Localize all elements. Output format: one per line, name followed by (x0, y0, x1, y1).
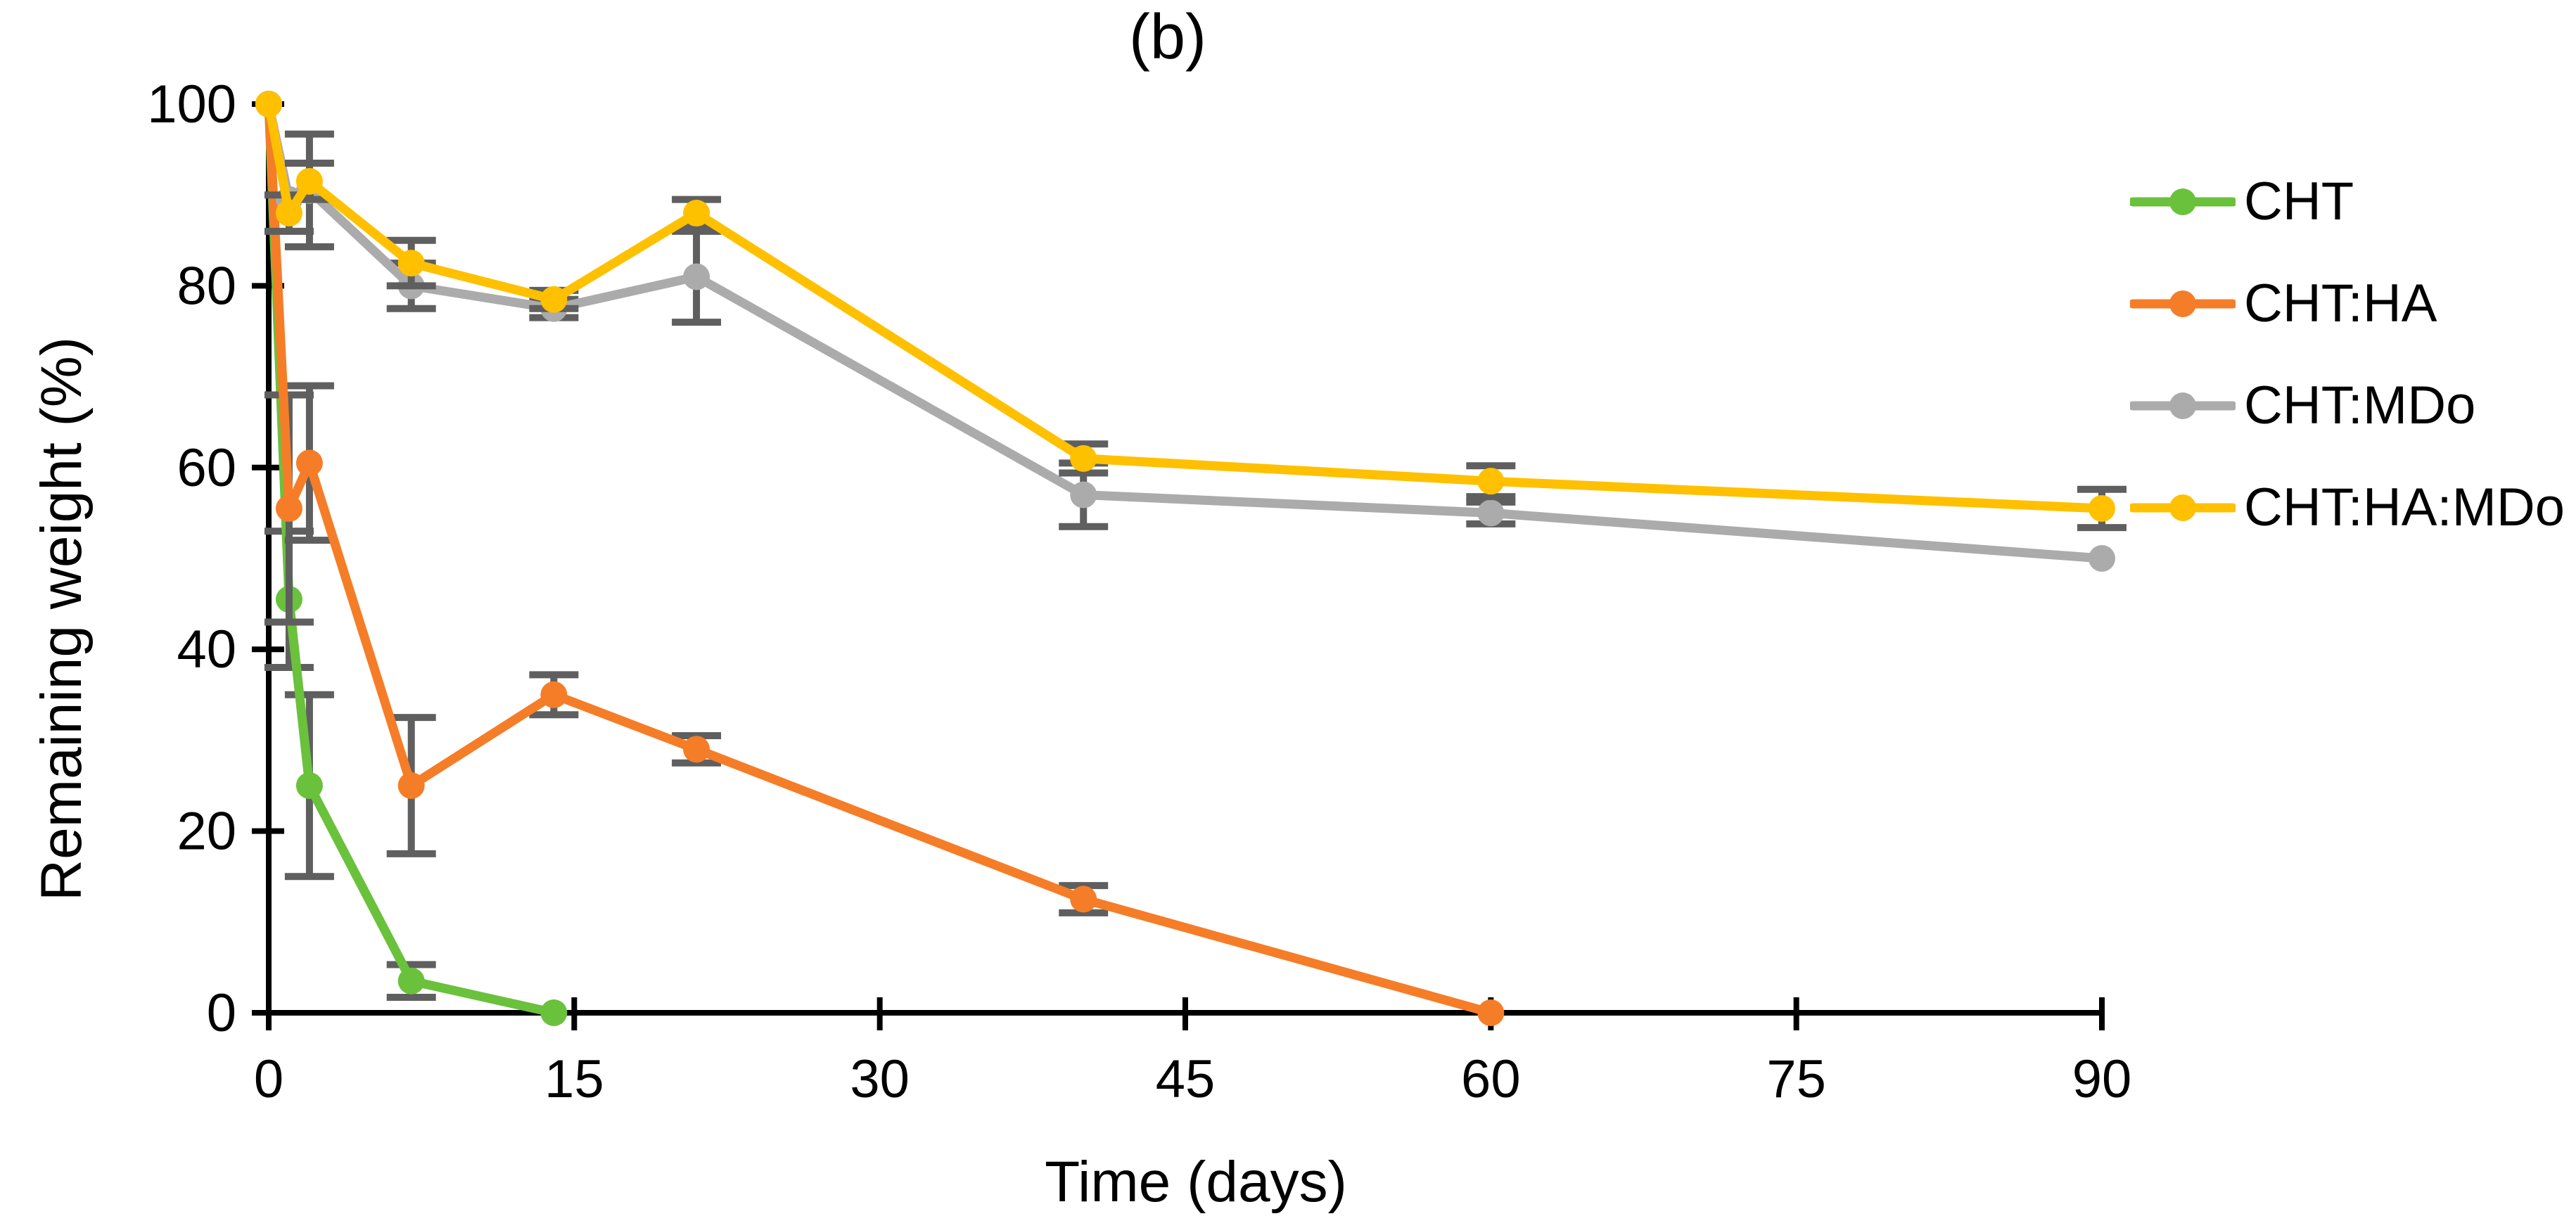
data-point-CHT:HA:MDo (2089, 494, 2115, 522)
data-point-CHT:HA:MDo (1070, 444, 1097, 472)
x-tick-label: 30 (850, 1049, 910, 1109)
legend-marker-icon (2130, 290, 2236, 317)
series-line-CHT:HA (264, 99, 1496, 1018)
legend-label-CHT:HA:MDo: CHT:HA:MDo (2244, 478, 2565, 537)
data-point-CHT:MDo (1070, 481, 1097, 509)
legend-label-CHT: CHT (2244, 172, 2354, 231)
data-point-CHT (295, 772, 323, 799)
y-tick-label: 40 (177, 620, 236, 679)
data-point-CHT:HA (397, 772, 425, 799)
data-point-CHT:HA:MDo (275, 200, 302, 227)
legend: CHT CHT:HA CHT:MDo CHT:HA:MDo (2130, 151, 2565, 558)
legend-item-CHT: CHT (2130, 151, 2565, 252)
x-tick-label: 75 (1766, 1049, 1826, 1109)
series-line-CHT:MDo (264, 99, 2107, 563)
data-point-CHT:HA:MDo (255, 91, 282, 117)
legend-marker-icon (2130, 188, 2236, 215)
y-tick-label: 60 (177, 438, 236, 498)
y-tick-label: 0 (207, 983, 236, 1043)
data-point-CHT:MDo (2089, 545, 2115, 572)
x-tick-label: 0 (254, 1049, 283, 1109)
data-point-CHT:HA:MDo (295, 167, 323, 195)
legend-marker-icon (2130, 494, 2236, 521)
data-point-CHT:HA:MDo (397, 250, 425, 277)
data-point-CHT:HA:MDo (1477, 468, 1505, 495)
y-tick-label: 80 (177, 256, 236, 316)
data-point-CHT:HA (1070, 885, 1097, 913)
x-tick-label: 15 (544, 1049, 604, 1109)
data-point-CHT:HA (1477, 999, 1505, 1026)
data-point-CHT (397, 967, 425, 994)
data-point-CHT:HA (540, 681, 568, 708)
x-tick-label: 90 (2072, 1049, 2132, 1109)
data-point-CHT:HA:MDo (683, 200, 710, 227)
data-point-CHT:HA:MDo (540, 286, 568, 313)
legend-label-CHT:MDo: CHT:MDo (2244, 376, 2476, 435)
x-tick-label: 60 (1461, 1049, 1521, 1109)
data-point-CHT:MDo (683, 263, 710, 290)
axis-lines (266, 104, 2102, 1016)
legend-label-CHT:HA: CHT:HA (2244, 274, 2437, 333)
data-point-CHT:HA (275, 494, 302, 522)
legend-item-CHT:MDo: CHT:MDo (2130, 354, 2565, 456)
data-point-CHT:MDo (1477, 499, 1505, 527)
data-point-CHT:HA (683, 736, 710, 763)
x-axis-title: Time (days) (1045, 1150, 1347, 1214)
legend-marker-icon (2130, 392, 2236, 419)
legend-item-CHT:HA: CHT:HA (2130, 252, 2565, 354)
x-tick-label: 45 (1156, 1049, 1216, 1109)
y-tick-label: 100 (147, 75, 236, 134)
chart-title: (b) (1129, 2, 1206, 72)
y-tick-label: 20 (177, 802, 236, 862)
legend-item-CHT:HA:MDo: CHT:HA:MDo (2130, 456, 2565, 558)
data-point-CHT:HA (295, 449, 323, 477)
data-point-CHT (540, 999, 568, 1026)
